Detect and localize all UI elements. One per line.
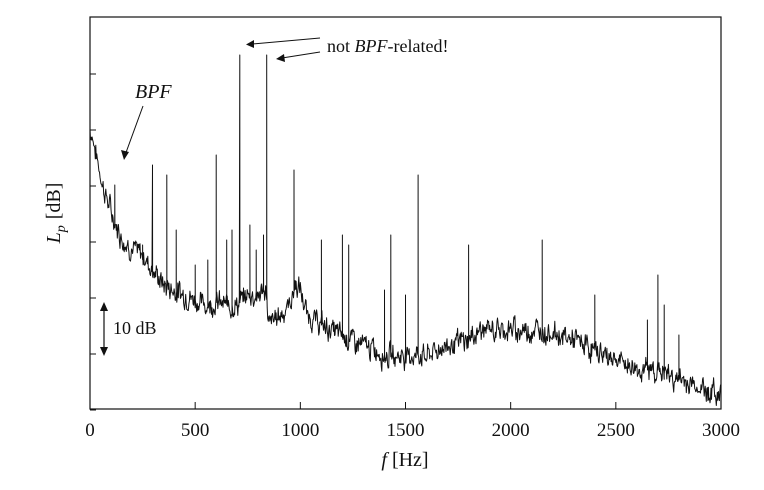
not-bpf-annotation: not BPF-related! — [246, 36, 448, 62]
x-tick-label: 1500 — [387, 420, 425, 441]
spectrum-line — [89, 54, 722, 406]
x-axis-label: f [Hz] — [381, 449, 428, 471]
x-tick-label: 500 — [181, 420, 210, 441]
x-tick-label: 1000 — [281, 420, 319, 441]
bpf-annotation-label: BPF — [135, 81, 172, 103]
y-tick-marks — [90, 73, 96, 411]
y-axis-label: Lp[dB] — [43, 183, 69, 245]
x-axis-ticks: 0 500 1000 1500 2000 2500 3000 — [85, 402, 740, 441]
bpf-annotation: BPF — [121, 81, 172, 160]
scale-bar-label: 10 dB — [113, 318, 157, 338]
x-tick-label: 2000 — [492, 420, 530, 441]
scale-bar: 10 dB — [100, 302, 157, 356]
not-bpf-annotation-label: not BPF-related! — [327, 36, 448, 56]
x-tick-label: 3000 — [702, 420, 740, 441]
x-tick-label: 2500 — [597, 420, 635, 441]
x-tick-label: 0 — [85, 420, 95, 441]
